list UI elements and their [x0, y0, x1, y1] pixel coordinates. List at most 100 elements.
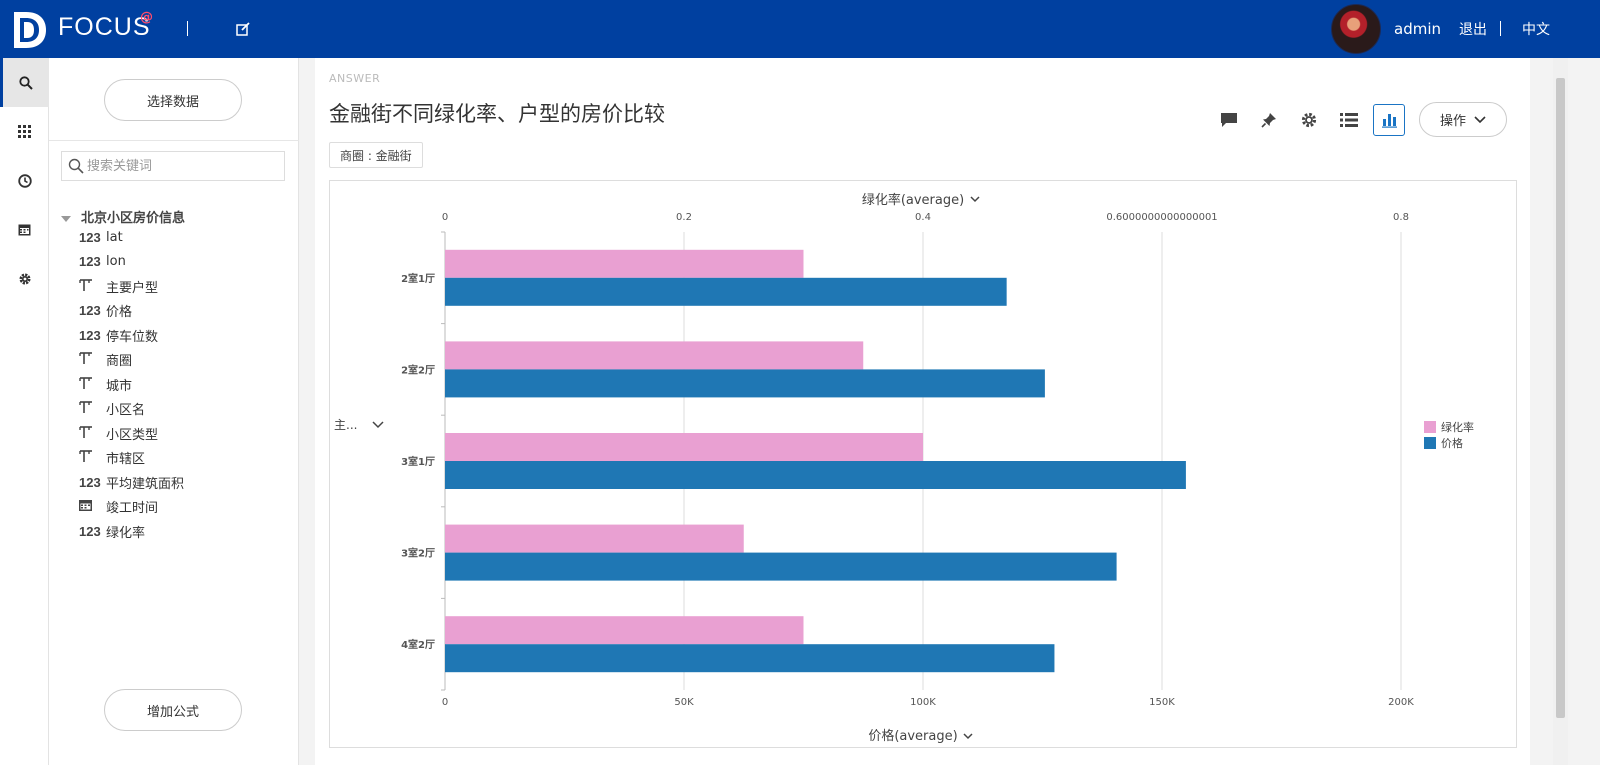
top-header: FOCUS @ admin 退出 中文 — [0, 0, 1600, 58]
bottom-axis-chevron-down-icon — [963, 733, 973, 740]
focus-logo-icon[interactable] — [10, 8, 50, 52]
user-avatar[interactable] — [1331, 4, 1381, 54]
text-type-icon — [79, 278, 106, 295]
search-icon — [19, 75, 33, 90]
field-name: 市辖区 — [106, 452, 146, 467]
filter-chip[interactable]: 商圈 : 金融街 — [329, 142, 423, 168]
text-type-icon — [79, 376, 106, 393]
top-axis-tick-label: 0.6000000000000001 — [1106, 212, 1217, 223]
rail-apps[interactable] — [0, 107, 49, 156]
field-item[interactable]: 123 停车位数 — [79, 325, 158, 345]
field-item[interactable]: 123 平均建筑面积 — [79, 472, 184, 492]
numeric-type-label: 123 — [79, 303, 101, 318]
category-label: 2室2厅 — [401, 363, 435, 376]
bar-greening — [445, 433, 923, 461]
rail-settings[interactable] — [0, 254, 49, 303]
top-axis-tick-label: 0.8 — [1393, 212, 1409, 223]
field-item[interactable]: 主要户型 — [79, 276, 158, 296]
comment-icon — [1221, 113, 1237, 127]
field-item[interactable]: 小区名 — [79, 399, 145, 419]
chart-container: 2室1厅 2室2厅 3室1厅 3室2厅 4室2厅 0 0.2 0.4 0.60000000000… — [329, 180, 1517, 748]
edit-icon[interactable] — [236, 22, 250, 36]
settings-button[interactable] — [1297, 108, 1321, 132]
username-label[interactable]: admin — [1394, 20, 1441, 38]
panel-divider — [49, 140, 299, 141]
keyword-search-box — [61, 151, 285, 181]
field-name: 商圈 — [106, 354, 133, 369]
add-formula-button[interactable]: 增加公式 — [104, 689, 242, 731]
numeric-type-label: 123 — [79, 523, 101, 539]
bar-chart: 2室1厅 2室2厅 3室1厅 3室2厅 4室2厅 0 0.2 0.4 0.60000000000… — [334, 192, 1474, 744]
bar-price — [445, 277, 1007, 306]
top-axis-title: 绿化率(average) — [862, 192, 964, 208]
pin-button[interactable] — [1257, 108, 1281, 132]
comment-button[interactable] — [1217, 108, 1241, 132]
bottom-axis-tick-label: 200K — [1388, 697, 1414, 708]
logout-link[interactable]: 退出 — [1459, 22, 1487, 38]
clock-icon — [17, 173, 32, 188]
field-name: 绿化率 — [106, 525, 146, 541]
legend-swatch — [1424, 437, 1436, 449]
field-item[interactable]: 123 绿化率 — [79, 521, 145, 541]
bottom-axis-tick-label: 100K — [910, 697, 936, 708]
top-axis-tick-label: 0 — [442, 212, 448, 223]
field-name: lon — [106, 254, 126, 269]
category-axis-title: 主... — [334, 418, 357, 432]
legend-label: 价格 — [1441, 436, 1463, 450]
chevron-down-icon — [1474, 115, 1486, 123]
text-type-icon — [79, 400, 106, 417]
keyword-search-input[interactable] — [87, 156, 277, 176]
rail-search[interactable] — [0, 58, 49, 107]
field-item[interactable]: 123 lat — [79, 227, 123, 247]
category-label: 2室1厅 — [401, 272, 435, 285]
field-item[interactable]: 竣工时间 — [79, 497, 158, 517]
rail-calendar[interactable] — [0, 205, 49, 254]
legend-swatch — [1424, 421, 1436, 433]
field-item[interactable]: 商圈 — [79, 350, 132, 370]
field-item[interactable]: 123 价格 — [79, 301, 132, 321]
table-view-button[interactable] — [1337, 108, 1361, 132]
data-source-node[interactable]: 北京小区房价信息 — [61, 207, 185, 226]
scrollbar-thumb[interactable] — [1556, 78, 1565, 718]
page-scrollbar[interactable] — [1553, 58, 1568, 765]
data-source-name: 北京小区房价信息 — [81, 211, 186, 226]
field-item[interactable]: 小区类型 — [79, 423, 158, 443]
field-item[interactable]: 123 lon — [79, 252, 126, 272]
bar-greening — [445, 616, 804, 645]
date-type-icon — [79, 499, 106, 514]
answer-panel: ANSWER 金融街不同绿化率、户型的房价比较 操作 商圈 : 金融街 2室1厅… — [315, 58, 1530, 765]
text-type-icon — [79, 351, 106, 368]
numeric-type-label: 123 — [79, 229, 101, 245]
numeric-type-label: 123 — [79, 474, 101, 490]
select-data-button[interactable]: 选择数据 — [104, 79, 242, 121]
answer-title: 金融街不同绿化率、户型的房价比较 — [329, 102, 665, 126]
chart-view-button[interactable] — [1373, 104, 1405, 136]
gear-icon — [1301, 112, 1317, 128]
text-type-icon — [79, 425, 106, 442]
bar-greening — [445, 249, 804, 278]
field-name: 平均建筑面积 — [106, 476, 185, 492]
operate-dropdown[interactable]: 操作 — [1419, 102, 1507, 137]
field-item[interactable]: 市辖区 — [79, 448, 145, 468]
bar-greening — [445, 524, 744, 553]
field-name: 主要户型 — [106, 280, 159, 296]
field-name: 竣工时间 — [106, 501, 159, 516]
gear-icon — [19, 273, 30, 284]
legend-label: 绿化率 — [1441, 420, 1474, 434]
pin-icon — [1261, 113, 1276, 128]
language-switch[interactable]: 中文 — [1522, 22, 1550, 38]
bottom-axis-tick-label: 0 — [442, 697, 448, 708]
operate-label: 操作 — [1439, 114, 1466, 129]
numeric-type-label: 123 — [79, 327, 101, 343]
bottom-axis-tick-label: 150K — [1149, 697, 1175, 708]
bar-price — [445, 461, 1186, 489]
collapse-caret-icon[interactable] — [61, 215, 71, 222]
rail-history[interactable] — [0, 156, 49, 205]
field-item[interactable]: 城市 — [79, 374, 132, 394]
bar-price — [445, 369, 1045, 398]
search-icon — [68, 158, 84, 174]
header-divider-2 — [1500, 21, 1501, 36]
field-name: 城市 — [106, 378, 133, 394]
top-axis-tick-label: 0.4 — [915, 212, 931, 223]
grid-icon — [18, 125, 31, 138]
